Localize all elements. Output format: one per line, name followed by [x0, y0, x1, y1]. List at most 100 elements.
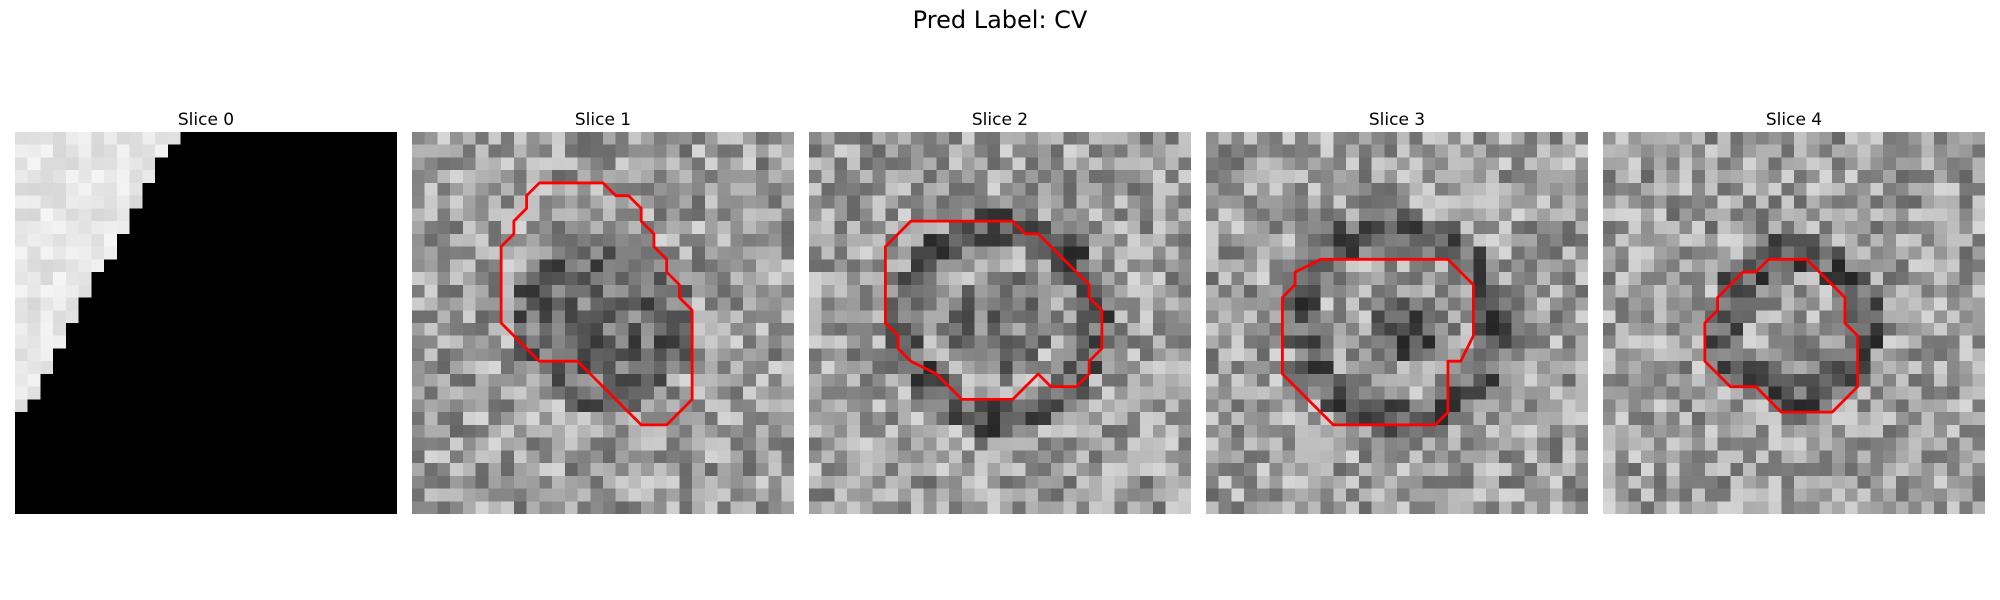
pixel: [1717, 182, 1731, 196]
pixel: [1781, 233, 1795, 247]
pixel: [1603, 386, 1616, 400]
pixel: [193, 386, 207, 400]
pixel: [1397, 132, 1410, 145]
pixel: [1537, 144, 1551, 158]
pixel: [244, 246, 258, 260]
pixel: [320, 361, 334, 375]
pixel: [1486, 272, 1500, 286]
pixel: [1063, 132, 1077, 145]
pixel: [1089, 399, 1103, 413]
pixel: [809, 132, 822, 145]
pixel: [1921, 475, 1935, 489]
pixel: [923, 437, 937, 451]
pixel: [1794, 412, 1807, 426]
pixel: [1524, 386, 1538, 400]
pixel: [743, 373, 757, 387]
pixel: [1794, 272, 1807, 286]
pixel: [320, 323, 334, 336]
pixel: [577, 373, 591, 387]
pixel: [1628, 221, 1642, 235]
pixel: [847, 272, 861, 286]
pixel: [603, 361, 616, 375]
pixel: [1269, 450, 1283, 464]
pixel: [1524, 132, 1538, 145]
pixel: [27, 272, 41, 286]
pixel: [1256, 233, 1270, 247]
pixel: [615, 386, 629, 400]
pixel: [475, 450, 489, 464]
pixel: [768, 373, 782, 387]
pixel: [129, 246, 143, 260]
pixel: [1908, 424, 1922, 438]
pixel: [615, 259, 629, 273]
pixel: [282, 412, 296, 426]
pixel: [1717, 195, 1731, 209]
pixel: [821, 412, 835, 426]
pixel: [1152, 348, 1166, 362]
pixel: [564, 412, 578, 426]
pixel: [269, 221, 283, 235]
pixel: [1050, 475, 1064, 489]
pixel: [1883, 132, 1897, 145]
pixel: [116, 412, 130, 426]
pixel: [1256, 132, 1270, 145]
pixel: [1397, 361, 1410, 375]
pixel: [768, 361, 782, 375]
pixel: [1692, 373, 1706, 387]
pixel: [206, 208, 219, 222]
pixel: [1781, 259, 1795, 273]
pixel: [1934, 195, 1948, 209]
pixel: [1218, 463, 1232, 477]
pixel: [974, 310, 988, 324]
pixel: [244, 475, 258, 489]
pixel: [1921, 399, 1935, 413]
pixel: [666, 144, 680, 158]
pixel: [1152, 323, 1166, 336]
pixel: [1050, 488, 1064, 502]
pixel: [307, 144, 321, 158]
pixel: [743, 361, 757, 375]
pixel: [346, 412, 360, 426]
pixel: [1832, 297, 1846, 311]
pixel: [193, 310, 207, 324]
pixel: [1435, 348, 1449, 362]
pixel: [1972, 373, 1985, 387]
pixel: [513, 412, 527, 426]
pixel: [256, 297, 270, 311]
pixel: [603, 284, 616, 298]
pixel: [1244, 348, 1258, 362]
pixel: [1575, 412, 1588, 426]
pixel: [526, 450, 540, 464]
pixel: [679, 488, 693, 502]
pixel: [1206, 132, 1219, 145]
pixel: [155, 361, 169, 375]
pixel: [1575, 233, 1588, 247]
pixel: [1972, 132, 1985, 145]
pixel: [603, 272, 616, 286]
pixel: [1371, 246, 1385, 260]
pixel: [1511, 424, 1525, 438]
pixel: [1743, 463, 1757, 477]
pixel: [704, 373, 718, 387]
pixel: [371, 259, 385, 273]
pixel: [1460, 221, 1474, 235]
pixel: [1333, 208, 1347, 222]
pixel: [15, 259, 28, 273]
pixel: [384, 310, 397, 324]
pixel: [1895, 373, 1909, 387]
pixel: [859, 246, 873, 260]
pixel: [615, 361, 629, 375]
pixel: [730, 182, 744, 196]
pixel: [1883, 437, 1897, 451]
pixel: [1127, 310, 1141, 324]
pixel: [358, 310, 372, 324]
pixel: [346, 361, 360, 375]
pixel: [1486, 386, 1500, 400]
pixel: [1295, 348, 1309, 362]
pixel: [462, 208, 476, 222]
pixel: [641, 246, 655, 260]
pixel: [1371, 437, 1385, 451]
pixel: [206, 450, 219, 464]
pixel: [1089, 386, 1103, 400]
pixel: [1358, 348, 1372, 362]
